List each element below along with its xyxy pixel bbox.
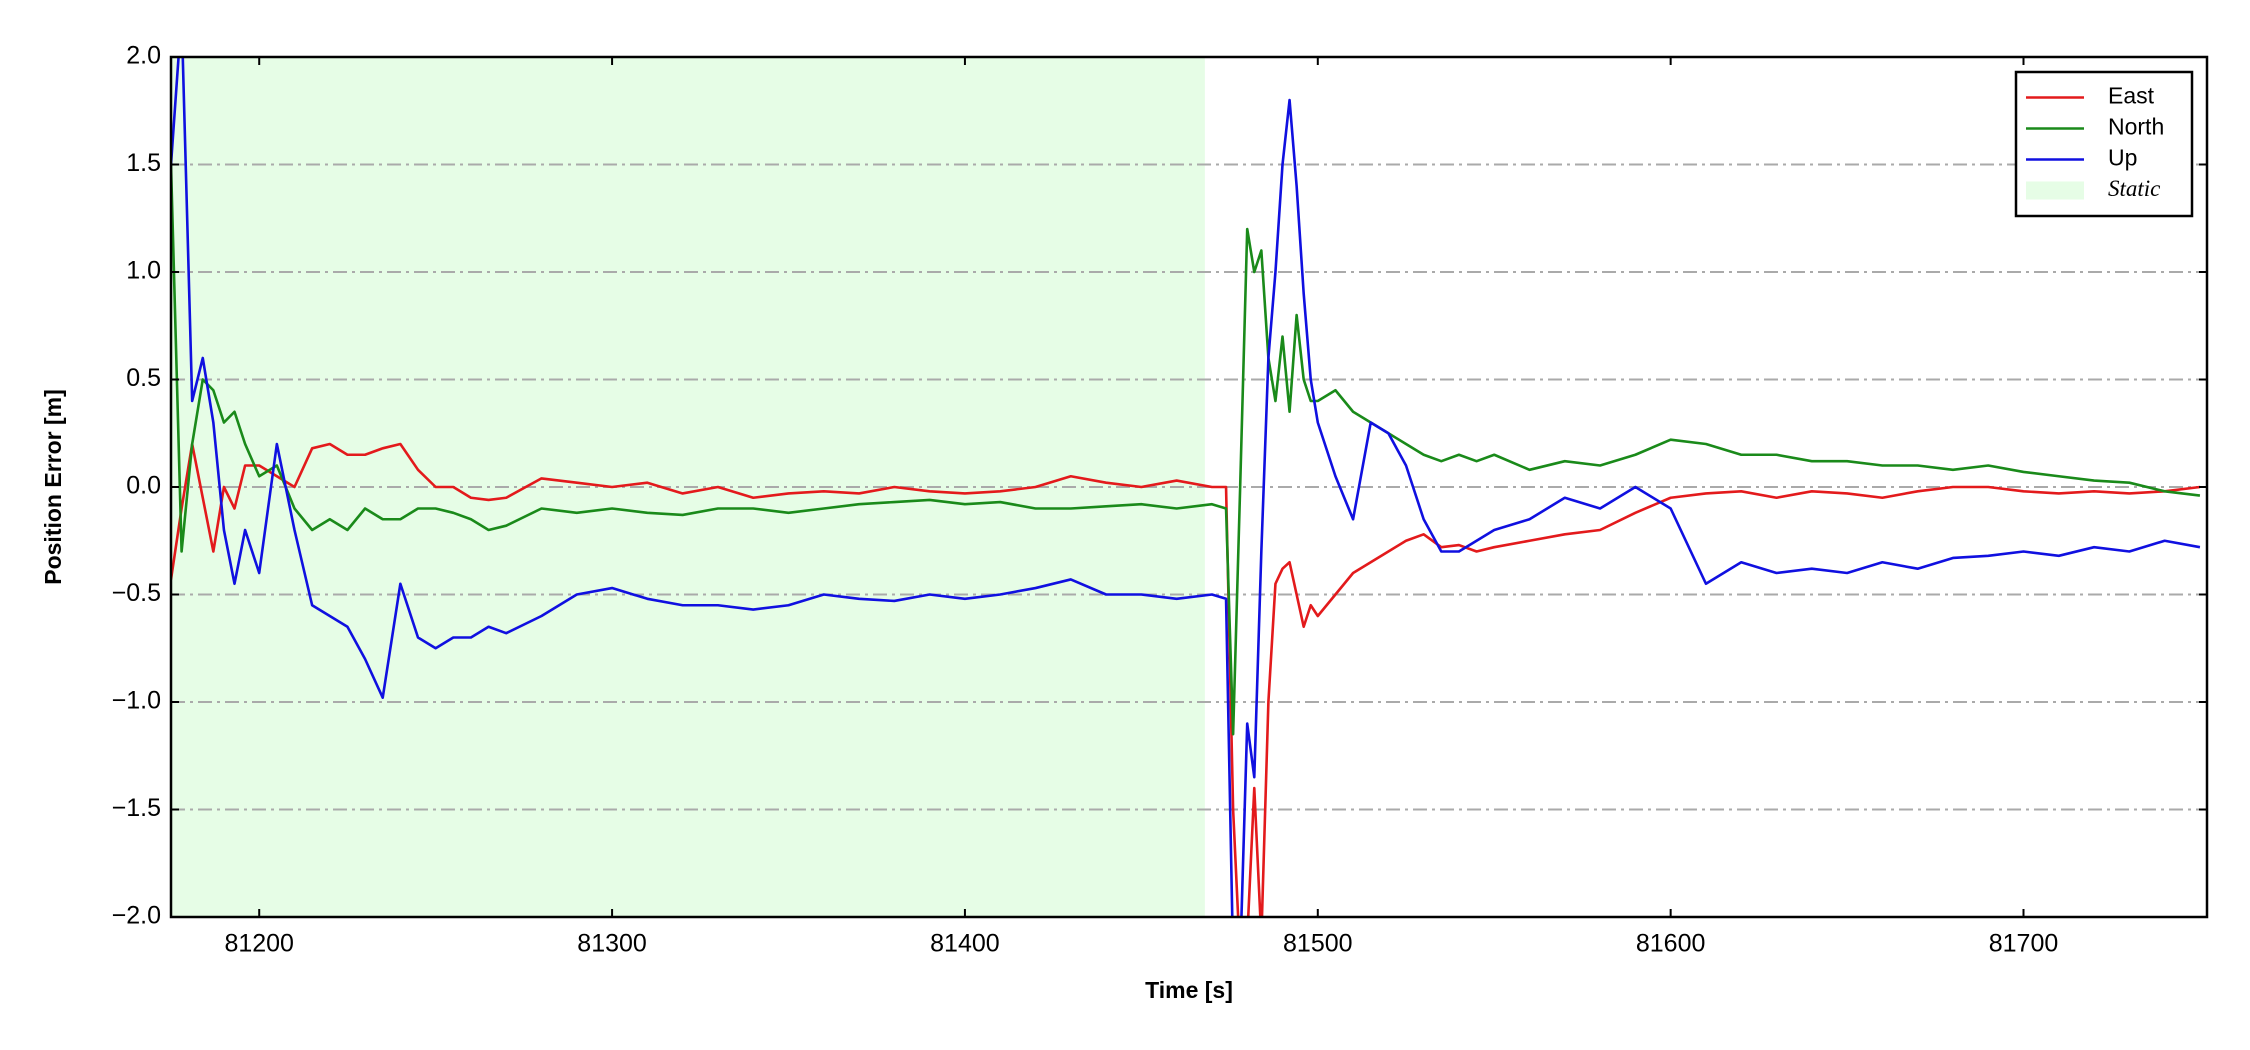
series-line [171, 442, 2201, 917]
x-tick-label: 81400 [930, 930, 1000, 958]
legend-label: North [2108, 114, 2164, 140]
y-tick-label: −1.0 [112, 687, 161, 715]
legend-swatch [2026, 181, 2084, 200]
legend-label: East [2108, 83, 2155, 109]
x-tick-label: 81200 [224, 930, 294, 958]
y-tick-label: 0.0 [126, 472, 161, 500]
y-tick-label: 2.0 [126, 42, 161, 70]
y-tick-label: 0.5 [126, 364, 161, 392]
series-line [171, 57, 2201, 917]
plot-frame [169, 55, 2209, 919]
series-line [171, 164, 2201, 736]
y-tick-label: 1.5 [126, 149, 161, 177]
x-tick-label: 81700 [1989, 930, 2059, 958]
y-tick-label: −2.0 [112, 902, 161, 930]
x-tick-label: 81300 [577, 930, 647, 958]
legend: East North Up Static [2014, 70, 2194, 218]
y-axis-label: Position Error [m] [40, 389, 66, 585]
y-tick-label: −1.5 [112, 794, 161, 822]
x-tick-label: 81600 [1636, 930, 1706, 958]
y-tick-label: −0.5 [112, 579, 161, 607]
legend-label: Up [2108, 145, 2137, 171]
x-axis-label: Time [s] [1145, 977, 1233, 1003]
x-tick-label: 81500 [1283, 930, 1353, 958]
legend-label: Static [2108, 176, 2160, 201]
y-tick-label: 1.0 [126, 257, 161, 285]
plot-area [171, 57, 2207, 917]
